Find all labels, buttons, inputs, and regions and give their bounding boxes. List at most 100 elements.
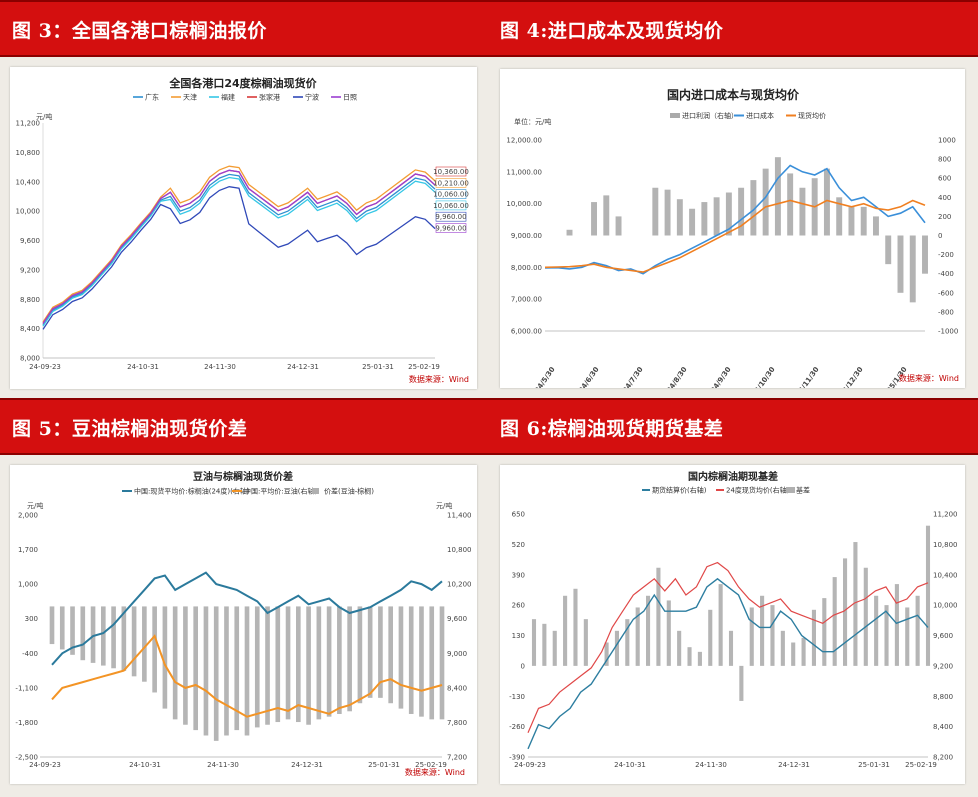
y-tick-label: -1,100	[15, 684, 38, 692]
legend-label: 日照	[343, 94, 357, 102]
x-tick-label: 2024/8/30	[660, 365, 689, 388]
basis-bar	[905, 607, 910, 666]
y-tick-label: 9,000	[447, 650, 467, 658]
basis-bar	[780, 630, 785, 666]
y-tick-label: 10,200	[447, 581, 472, 589]
profit-bar	[774, 157, 781, 236]
basis-bar	[614, 630, 619, 666]
y-tick-label: -130	[509, 693, 525, 701]
series-line	[42, 173, 436, 326]
profit-bar	[799, 187, 806, 236]
profit-bar	[738, 187, 745, 236]
spread-bar	[388, 606, 394, 704]
profit-bar	[872, 216, 879, 236]
legend-swatch	[312, 488, 319, 494]
y-tick-label: 130	[512, 632, 525, 640]
y-tick-label: 11,400	[447, 512, 472, 520]
basis-bar	[604, 642, 609, 666]
x-tick-label: 24-10-31	[127, 363, 159, 371]
legend-label: 广东	[145, 93, 159, 102]
x-tick-label: 25-01-31	[362, 363, 394, 371]
basis-bar	[770, 605, 775, 666]
legend-label: 24度现货均价(右轴)	[726, 486, 790, 495]
y-tick-label: 10,800	[447, 546, 472, 554]
end-label-box	[435, 200, 467, 211]
y-tick-label: 8,400	[933, 723, 953, 731]
y2-axis-unit: 元/吨	[436, 501, 452, 510]
y-tick-label: 400	[938, 194, 951, 202]
spread-bar	[265, 606, 270, 725]
spread-bar	[326, 606, 332, 717]
basis-bar	[853, 542, 858, 666]
spread-bar	[70, 606, 75, 655]
y-tick-label: 10,000	[933, 602, 958, 610]
spread-bar	[172, 606, 178, 720]
y-tick-label: -800	[938, 308, 954, 316]
basis-bar	[531, 619, 537, 666]
basis-bar	[843, 558, 848, 666]
basis-bar	[583, 619, 588, 666]
end-label: 10,360.00	[433, 168, 469, 176]
legend-label: 中国:现货平均价:棕榈油(24度)(右轴)	[134, 487, 250, 496]
spread-bar	[295, 606, 301, 723]
basis-bar	[646, 595, 651, 666]
x-tick-label: 24-12-31	[287, 363, 319, 371]
legend-label: 基差	[796, 486, 810, 495]
end-label: 10,210.00	[433, 179, 469, 187]
header-bar-bottom: 图 5：豆油棕榈油现货价差 图 6:棕榈油现货期货基差	[0, 398, 978, 455]
y-tick-label: 8,400	[20, 325, 40, 333]
profit-bar	[750, 180, 757, 236]
profit-bar	[909, 235, 916, 303]
basis-bar	[811, 609, 816, 666]
x-tick-label: 24-11-30	[204, 363, 236, 371]
x-tick-label: 25-01-31	[368, 761, 400, 769]
profit-bar	[603, 195, 610, 236]
basis-bar	[749, 607, 754, 666]
end-label-box	[435, 189, 467, 199]
profit-bar	[922, 235, 928, 274]
x-tick-label: 24-12-31	[778, 761, 810, 769]
y-tick-label: 9,200	[933, 662, 953, 670]
y-tick-label: -2,500	[15, 754, 38, 762]
end-label-box	[435, 178, 467, 188]
series-line	[527, 577, 929, 750]
chart-panel-4: 国内棕榈油期现基差 期货结算价(右轴) 24度现货均价(右轴) 基差 650 520 390…	[500, 465, 965, 784]
x-tick-label: 2024/9/30	[704, 365, 733, 388]
y-tick-label: 390	[512, 571, 525, 579]
spread-bar	[142, 606, 147, 682]
y-tick-label: 7,000.00	[511, 296, 542, 304]
basis-bar	[863, 567, 868, 666]
spread-bar	[59, 606, 65, 650]
x-tick-label: 24-10-31	[129, 761, 161, 769]
chart-title: 豆油与棕榈油现货价差	[193, 470, 293, 483]
spread-bar	[347, 606, 352, 712]
chart-panel-2: 国内进口成本与现货均价 进口利润（右轴） 进口成本 现货均价 单位：元/吨 12,000.…	[500, 69, 965, 388]
basis-bar	[542, 623, 547, 666]
profit-bar	[615, 216, 622, 236]
figure-4-title: 图 4:进口成本及现货均价	[500, 20, 724, 42]
y-tick-label: 1000	[938, 137, 956, 145]
y-tick-label: 12,000.00	[506, 137, 542, 145]
x-tick-label: 2024/5/30	[528, 365, 557, 388]
chart-title: 国内棕榈油期现基差	[688, 470, 778, 483]
y-tick-label: 10,800	[933, 541, 958, 549]
spread-bar	[121, 606, 127, 671]
chart-panel-3: 豆油与棕榈油现货价差 中国:现货平均价:棕榈油(24度)(右轴) 中国:平均价:豆油…	[10, 465, 477, 784]
y-tick-label: 9,200	[20, 266, 40, 274]
x-tick-label: 24-11-30	[207, 761, 239, 769]
profit-bar	[848, 206, 855, 236]
profit-bar	[860, 206, 867, 236]
series-line	[42, 169, 436, 324]
profit-bar	[701, 202, 708, 236]
profit-bar	[823, 168, 830, 236]
source-note: 数据来源：Wind	[408, 375, 469, 384]
end-label: 10,060.00	[433, 202, 469, 210]
profit-bar	[664, 189, 671, 236]
spread-bar	[275, 606, 281, 723]
spread-bar	[213, 606, 219, 741]
spread-bar	[337, 606, 342, 714]
y-tick-label: 11,000.00	[506, 168, 542, 176]
profit-bar	[762, 168, 769, 236]
series-line	[42, 169, 436, 324]
